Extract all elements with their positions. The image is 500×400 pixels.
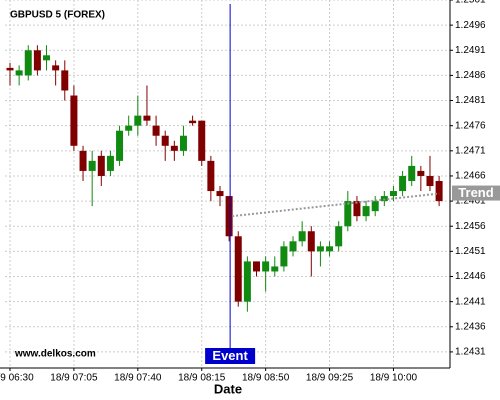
y-tick-label: 1.2476 — [455, 120, 486, 131]
candle-body — [344, 201, 352, 227]
candle-body — [362, 206, 370, 217]
candle-body — [6, 67, 14, 71]
y-tick-label: 1.2486 — [455, 70, 486, 81]
candle-body — [33, 50, 41, 71]
candle-body — [307, 231, 315, 252]
candle-body — [280, 246, 288, 267]
candle-body — [70, 95, 78, 146]
candle-body — [389, 191, 397, 197]
y-tick-label: 1.2436 — [455, 321, 486, 332]
candle-body — [417, 170, 425, 176]
candle-body — [271, 266, 279, 272]
event-label: Event — [212, 348, 248, 363]
candle-body — [316, 246, 324, 252]
grid — [5, 0, 450, 368]
x-tick-label: 18/9 10:00 — [370, 373, 418, 384]
candle-body — [79, 150, 87, 171]
candle-body — [88, 160, 96, 171]
candle-body — [426, 175, 434, 187]
candle-body — [43, 55, 51, 61]
y-tick-label: 1.2451 — [455, 246, 486, 257]
candle-body — [298, 231, 306, 242]
y-tick-label: 1.2461 — [455, 196, 486, 207]
candle-body — [143, 115, 151, 121]
x-tick-label: 18/9 08:50 — [242, 373, 290, 384]
x-tick-label: 18/9 07:40 — [114, 373, 162, 384]
y-tick-label: 1.2496 — [455, 20, 486, 31]
trend-label-box — [452, 185, 500, 201]
candle-body — [106, 155, 114, 171]
candle-body — [253, 261, 261, 272]
candle-body — [24, 50, 32, 76]
trend-line — [232, 192, 440, 218]
candle-body — [161, 135, 169, 146]
y-tick-label: 1.2431 — [455, 347, 486, 358]
trend-label: Trend — [458, 185, 493, 200]
event-label-box — [205, 348, 256, 364]
candle-body — [134, 115, 142, 126]
y-tick-label: 1.2501 — [455, 0, 486, 6]
candle-body — [326, 246, 334, 252]
candles — [6, 45, 443, 312]
candle-body — [234, 236, 242, 302]
candle-body — [97, 155, 105, 176]
candle-body — [399, 175, 407, 192]
candle-body — [198, 120, 206, 161]
candle-body — [116, 130, 124, 161]
candle-body — [408, 165, 416, 181]
candle-body — [152, 125, 160, 136]
candle-body — [335, 226, 343, 247]
candle-body — [225, 196, 233, 237]
candle-body — [61, 70, 69, 91]
y-tick-label: 1.2491 — [455, 45, 486, 56]
candle-body — [353, 201, 361, 217]
candle-body — [371, 201, 379, 212]
candle-body — [189, 120, 197, 124]
candle-body — [179, 135, 187, 151]
chart-title: GBPUSD 5 (FOREX) — [10, 10, 105, 21]
candle-body — [216, 191, 224, 197]
x-tick-label: 18/9 09:25 — [306, 373, 354, 384]
candle-body — [262, 261, 270, 272]
y-tick-label: 1.2441 — [455, 296, 486, 307]
candle-body — [125, 125, 133, 131]
y-tick-label: 1.2446 — [455, 271, 486, 282]
candle-body — [435, 180, 443, 202]
candle-body — [170, 145, 178, 151]
watermark: www.delkos.com — [14, 349, 96, 360]
candle-body — [15, 70, 23, 76]
candle-body — [289, 241, 297, 252]
candle-body — [207, 160, 215, 192]
x-tick-label: 18/9 07:05 — [50, 373, 98, 384]
x-tick-label: 18/9 06:30 — [0, 373, 34, 384]
candle-body — [52, 65, 60, 71]
x-axis-label: Date — [214, 381, 242, 396]
candle-body — [243, 261, 251, 302]
y-tick-label: 1.2466 — [455, 171, 486, 182]
y-tick-label: 1.2456 — [455, 221, 486, 232]
x-tick-label: 18/9 08:15 — [178, 373, 226, 384]
y-tick-label: 1.2481 — [455, 95, 486, 106]
y-tick-label: 1.2471 — [455, 145, 486, 156]
